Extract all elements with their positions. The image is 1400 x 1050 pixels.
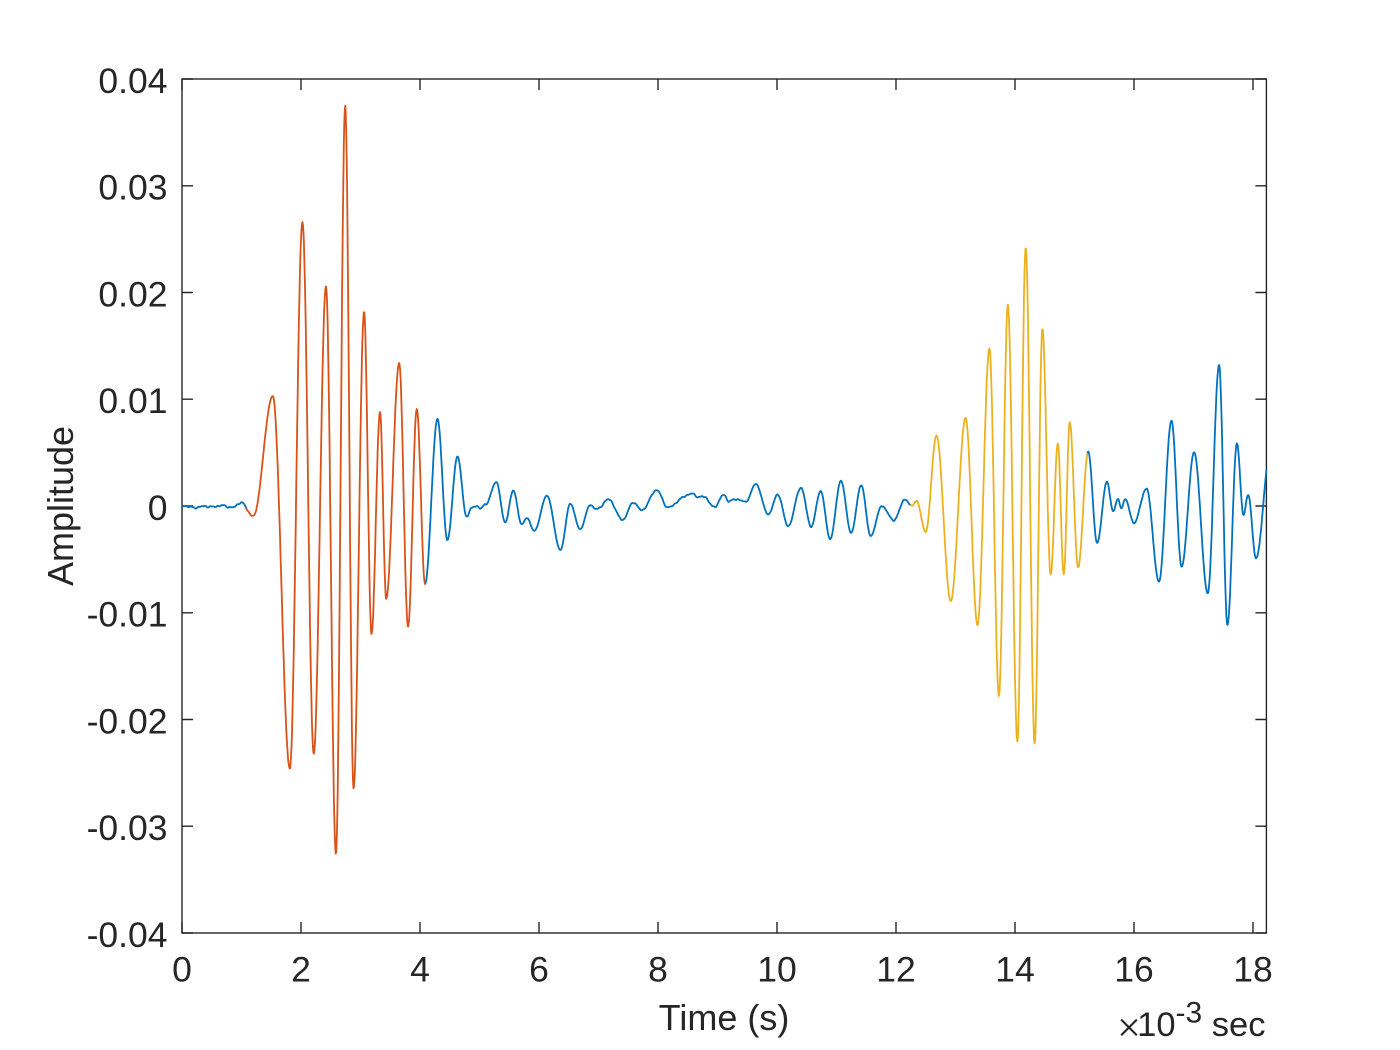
- svg-text:-0.04: -0.04: [87, 915, 168, 955]
- svg-text:12: 12: [876, 949, 916, 989]
- svg-text:4: 4: [410, 949, 430, 989]
- svg-text:-0.02: -0.02: [87, 701, 168, 741]
- svg-text:6: 6: [529, 949, 549, 989]
- svg-text:Time (s): Time (s): [659, 997, 790, 1038]
- svg-text:0.02: 0.02: [98, 274, 167, 314]
- svg-text:14: 14: [995, 949, 1035, 989]
- svg-text:16: 16: [1114, 949, 1154, 989]
- svg-text:8: 8: [648, 949, 668, 989]
- svg-text:0.01: 0.01: [98, 381, 167, 421]
- svg-text:2: 2: [291, 949, 311, 989]
- svg-text:-0.01: -0.01: [87, 595, 168, 635]
- svg-text:-0.03: -0.03: [87, 808, 168, 848]
- svg-text:0.04: 0.04: [98, 61, 167, 101]
- svg-text:10: 10: [757, 949, 797, 989]
- svg-text:0.03: 0.03: [98, 168, 167, 208]
- svg-text:18: 18: [1233, 949, 1273, 989]
- svg-text:Amplitude: Amplitude: [40, 426, 81, 586]
- svg-text:0: 0: [148, 488, 168, 528]
- svg-text:0: 0: [172, 949, 192, 989]
- svg-text:10-3 sec: 10-3 sec: [1137, 997, 1265, 1045]
